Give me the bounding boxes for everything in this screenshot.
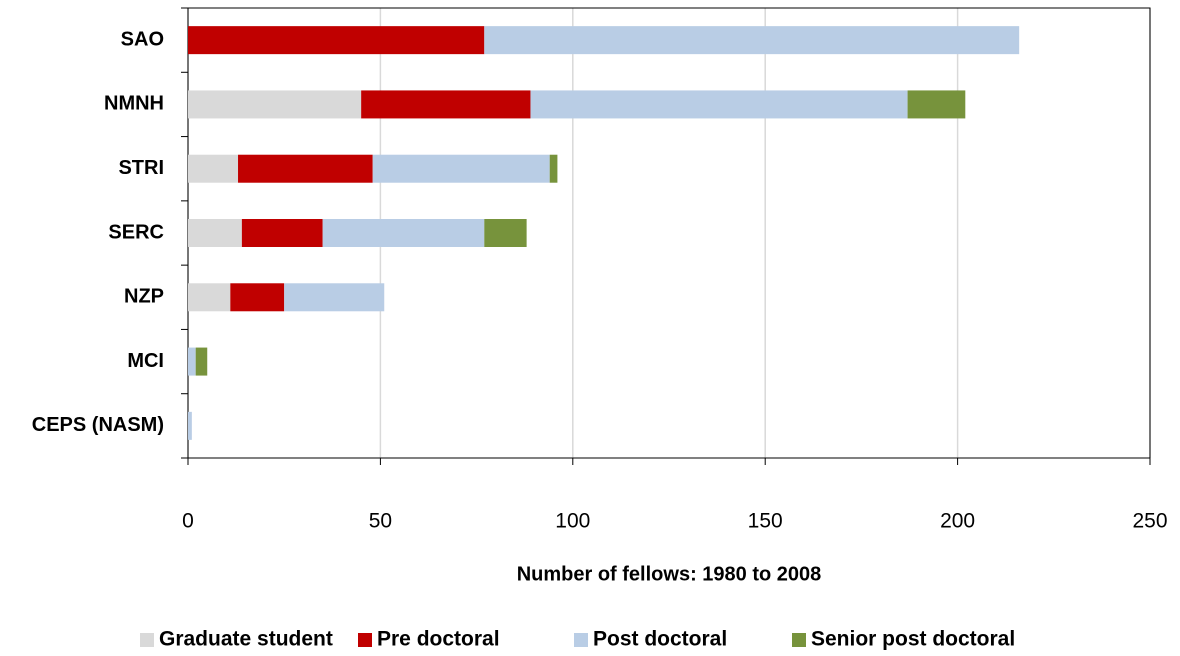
bar-segment [241,219,323,247]
legend-label: Graduate student [159,628,333,651]
bar-segment [188,154,239,183]
bar-segment [188,347,196,376]
legend-swatch [358,633,372,647]
bar-segment [907,90,966,119]
x-tick-label: 100 [555,510,590,533]
y-tick-label: STRI [118,157,164,179]
legend-label: Senior post doctoral [811,628,1015,651]
bar-segment [530,90,908,119]
bar-segment [284,283,385,312]
bar-segment [322,219,485,247]
x-tick-label: 50 [369,510,392,533]
bar-segment [188,283,231,312]
legend-swatch [792,633,806,647]
x-axis-label: Number of fellows: 1980 to 2008 [517,563,822,585]
x-tick-label: 200 [940,510,975,533]
bar-segment [484,26,1020,55]
bar-segment [188,219,242,247]
bar-segment [188,411,192,440]
y-tick-label: CEPS (NASM) [32,414,164,436]
bar-segment [188,26,485,55]
y-tick-label: NZP [124,286,164,308]
y-tick-label: SERC [108,221,164,243]
legend-swatch [140,633,154,647]
y-tick-label: MCI [127,350,164,372]
x-tick-label: 150 [748,510,783,533]
x-tick-label: 250 [1132,510,1167,533]
bar-segment [195,347,208,376]
bar-segment [238,154,373,183]
bar-segment [484,219,527,247]
bar-segment [230,283,285,312]
bar-segment [372,154,550,183]
bar-segment [188,90,362,119]
legend-label: Pre doctoral [377,628,500,651]
bar-segment [549,154,558,183]
y-tick-label: SAO [121,28,164,50]
bar-segment [361,90,531,119]
y-tick-label: NMNH [104,93,164,115]
legend-swatch [574,633,588,647]
x-tick-label: 0 [182,510,194,533]
legend-label: Post doctoral [593,628,727,651]
